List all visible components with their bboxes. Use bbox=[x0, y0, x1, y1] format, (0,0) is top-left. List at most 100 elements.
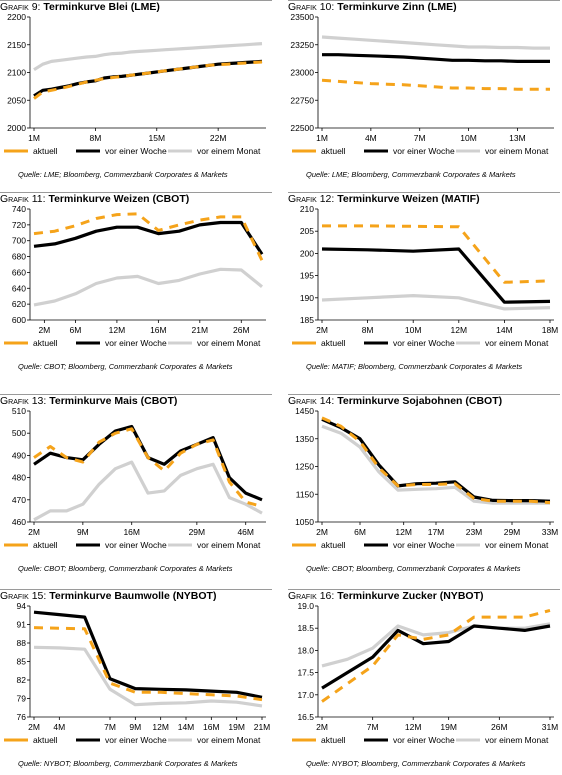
y-tick-label: 190 bbox=[300, 293, 314, 303]
legend-label-woche: vor einer Woche bbox=[393, 540, 455, 550]
chart-title-prefix: Grafik 10: bbox=[288, 1, 335, 13]
chart-title-prefix: Grafik 14: bbox=[288, 395, 335, 407]
x-tick-label: 21M bbox=[254, 722, 271, 732]
panel-top-rule bbox=[0, 0, 272, 1]
line-chart: 185 190 195 200 205 210 2M 8M 10M 12M 14M 18M aktuel… bbox=[292, 204, 558, 348]
y-tick-label: 91 bbox=[17, 620, 27, 630]
y-tick-label: 16.5 bbox=[297, 712, 314, 722]
series-line-aktuell bbox=[33, 212, 264, 262]
chart-panel-weizen-cbot: Grafik 11: Terminkurve Weizen (CBOT) 600 6… bbox=[0, 192, 272, 378]
y-tick-label: 2050 bbox=[7, 95, 26, 105]
chart-panel-zinn: Grafik 10: Terminkurve Zinn (LME) 22500 22… bbox=[288, 0, 560, 186]
series-line-woche bbox=[33, 610, 263, 699]
chart-source: Quelle: LME; Bloomberg, Commerzbank Corp… bbox=[18, 170, 228, 179]
x-tick-label: 10M bbox=[460, 133, 477, 143]
legend-label-monat: vor einem Monat bbox=[485, 146, 549, 156]
legend-label-woche: vor einer Woche bbox=[105, 540, 167, 550]
x-tick-label: 12M bbox=[405, 722, 422, 732]
y-tick-label: 76 bbox=[17, 712, 27, 722]
y-tick-label: 490 bbox=[12, 450, 26, 460]
series-line-monat bbox=[321, 35, 550, 50]
chart-title-text: Terminkurve Zinn (LME) bbox=[337, 1, 457, 13]
y-tick-label: 18.5 bbox=[297, 623, 314, 633]
y-tick-label: 205 bbox=[300, 226, 314, 236]
chart-panel-mais: Grafik 13: Terminkurve Mais (CBOT) 460 470… bbox=[0, 394, 272, 580]
chart-panel-weizen-matif: Grafik 12: Terminkurve Weizen (MATIF) 185… bbox=[288, 192, 560, 378]
y-tick-label: 1250 bbox=[295, 462, 314, 472]
series-line-aktuell bbox=[33, 626, 263, 702]
x-tick-label: 2M bbox=[38, 325, 50, 335]
line-chart: 16.5 17.0 17.5 18.0 18.5 19.0 2M 7M 12M 19M 26M 31M… bbox=[292, 601, 558, 745]
y-tick-label: 660 bbox=[12, 267, 26, 277]
line-chart: 22500 22750 23000 23250 23500 1M 4M 7M 10M 13M akt… bbox=[290, 12, 554, 156]
chart-title: Grafik 10: Terminkurve Zinn (LME) bbox=[288, 1, 457, 13]
y-tick-label: 470 bbox=[12, 495, 26, 505]
panel-top-rule bbox=[0, 394, 272, 395]
legend-label-monat: vor einem Monat bbox=[485, 540, 549, 550]
x-tick-label: 12M bbox=[395, 527, 412, 537]
legend-label-aktuell: aktuell bbox=[321, 338, 346, 348]
y-tick-label: 18.0 bbox=[297, 645, 314, 655]
legend-label-aktuell: aktuell bbox=[33, 540, 58, 550]
legend-label-aktuell: aktuell bbox=[33, 735, 58, 745]
y-tick-label: 200 bbox=[300, 248, 314, 258]
x-tick-label: 17M bbox=[428, 527, 445, 537]
legend-label-aktuell: aktuell bbox=[33, 146, 58, 156]
legend-label-woche: vor einer Woche bbox=[393, 735, 455, 745]
x-tick-label: 26M bbox=[233, 325, 250, 335]
line-chart: 460 470 480 490 500 510 2M 9M 16M 29M 46M aktuell vo… bbox=[4, 406, 266, 550]
legend-label-woche: vor einer Woche bbox=[105, 735, 167, 745]
chart-title-text: Terminkurve Sojabohnen (CBOT) bbox=[337, 395, 503, 407]
x-tick-label: 2M bbox=[316, 325, 328, 335]
x-tick-label: 12M bbox=[109, 325, 126, 335]
chart-title: Grafik 13: Terminkurve Mais (CBOT) bbox=[0, 395, 177, 407]
chart-panel-blei: Grafik 9: Terminkurve Blei (LME) 2000 2050… bbox=[0, 0, 272, 186]
y-tick-label: 195 bbox=[300, 271, 314, 281]
x-tick-label: 29M bbox=[504, 527, 521, 537]
series-line-woche bbox=[321, 624, 551, 690]
series-line-aktuell bbox=[322, 224, 551, 284]
x-tick-label: 8M bbox=[89, 133, 101, 143]
x-tick-label: 9M bbox=[77, 527, 89, 537]
y-tick-label: 185 bbox=[300, 315, 314, 325]
x-tick-label: 1M bbox=[316, 133, 328, 143]
x-tick-label: 2M bbox=[316, 527, 328, 537]
y-tick-label: 460 bbox=[12, 517, 26, 527]
x-tick-label: 16M bbox=[123, 527, 140, 537]
y-tick-label: 85 bbox=[17, 657, 27, 667]
y-tick-label: 680 bbox=[12, 252, 26, 262]
series-line-woche bbox=[33, 424, 263, 502]
legend-label-aktuell: aktuell bbox=[321, 146, 346, 156]
series-line-woche bbox=[33, 59, 263, 98]
x-tick-label: 14M bbox=[178, 722, 195, 732]
chart-title-text: Terminkurve Mais (CBOT) bbox=[49, 395, 178, 407]
x-tick-label: 14M bbox=[496, 325, 513, 335]
y-tick-label: 17.5 bbox=[297, 668, 314, 678]
x-tick-label: 6M bbox=[354, 527, 366, 537]
series-line-aktuell bbox=[33, 427, 263, 508]
y-tick-label: 22500 bbox=[290, 123, 314, 133]
y-tick-label: 1450 bbox=[295, 406, 314, 416]
legend-label-woche: vor einer Woche bbox=[393, 146, 455, 156]
chart-title: Grafik 15: Terminkurve Baumwolle (NYBOT) bbox=[0, 590, 216, 602]
legend-label-monat: vor einem Monat bbox=[197, 338, 261, 348]
legend-label-aktuell: aktuell bbox=[321, 735, 346, 745]
line-chart: 2000 2050 2100 2150 2200 1M 8M 15M 22M aktuell vor… bbox=[4, 12, 266, 156]
x-tick-label: 2M bbox=[316, 722, 328, 732]
x-tick-label: 7M bbox=[367, 722, 379, 732]
y-tick-label: 2000 bbox=[7, 123, 26, 133]
y-tick-label: 19.0 bbox=[297, 601, 314, 611]
x-tick-label: 9M bbox=[129, 722, 141, 732]
series-line-woche bbox=[321, 417, 551, 503]
chart-title-prefix: Grafik 16: bbox=[288, 590, 335, 602]
y-tick-label: 94 bbox=[17, 601, 27, 611]
x-tick-label: 22M bbox=[210, 133, 227, 143]
x-tick-label: 6M bbox=[70, 325, 82, 335]
panel-top-rule bbox=[0, 589, 272, 590]
x-tick-label: 33M bbox=[542, 527, 559, 537]
legend-label-aktuell: aktuell bbox=[321, 540, 346, 550]
x-tick-label: 1M bbox=[28, 133, 40, 143]
chart-panel-baumwolle: Grafik 15: Terminkurve Baumwolle (NYBOT)… bbox=[0, 589, 272, 775]
chart-title: Grafik 9: Terminkurve Blei (LME) bbox=[0, 1, 160, 13]
x-tick-label: 4M bbox=[365, 133, 377, 143]
